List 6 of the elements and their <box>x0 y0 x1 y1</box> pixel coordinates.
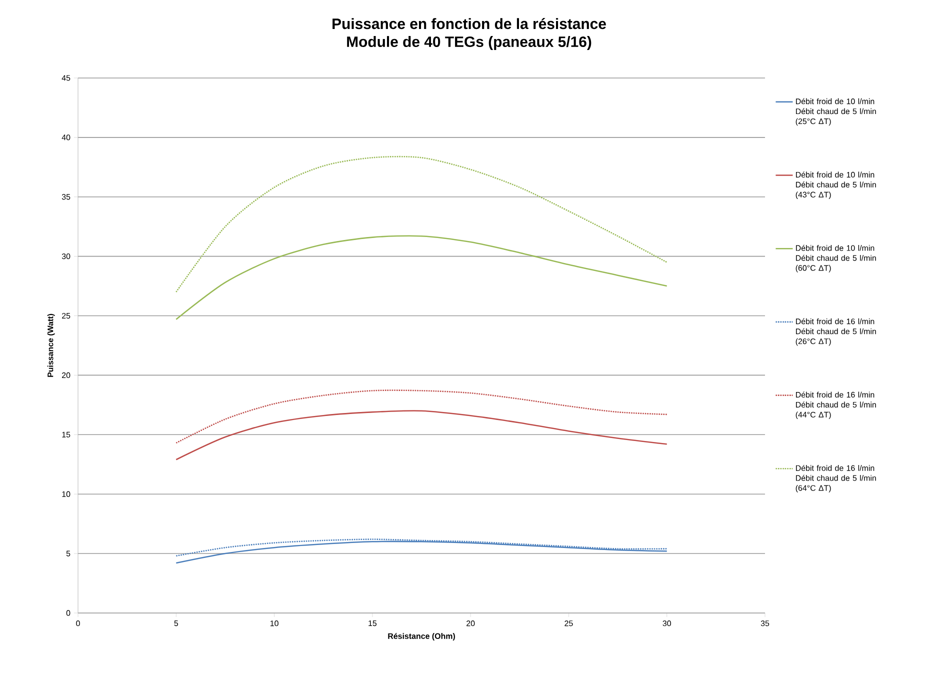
line-series <box>176 410 668 460</box>
line-series <box>176 156 668 293</box>
line-series <box>176 390 668 444</box>
chart-subtitle: Module de 40 TEGs (paneaux 5/16) <box>347 36 592 50</box>
chart-title: Puissance en fonction de la résistance <box>332 18 606 30</box>
line-series <box>176 235 668 320</box>
